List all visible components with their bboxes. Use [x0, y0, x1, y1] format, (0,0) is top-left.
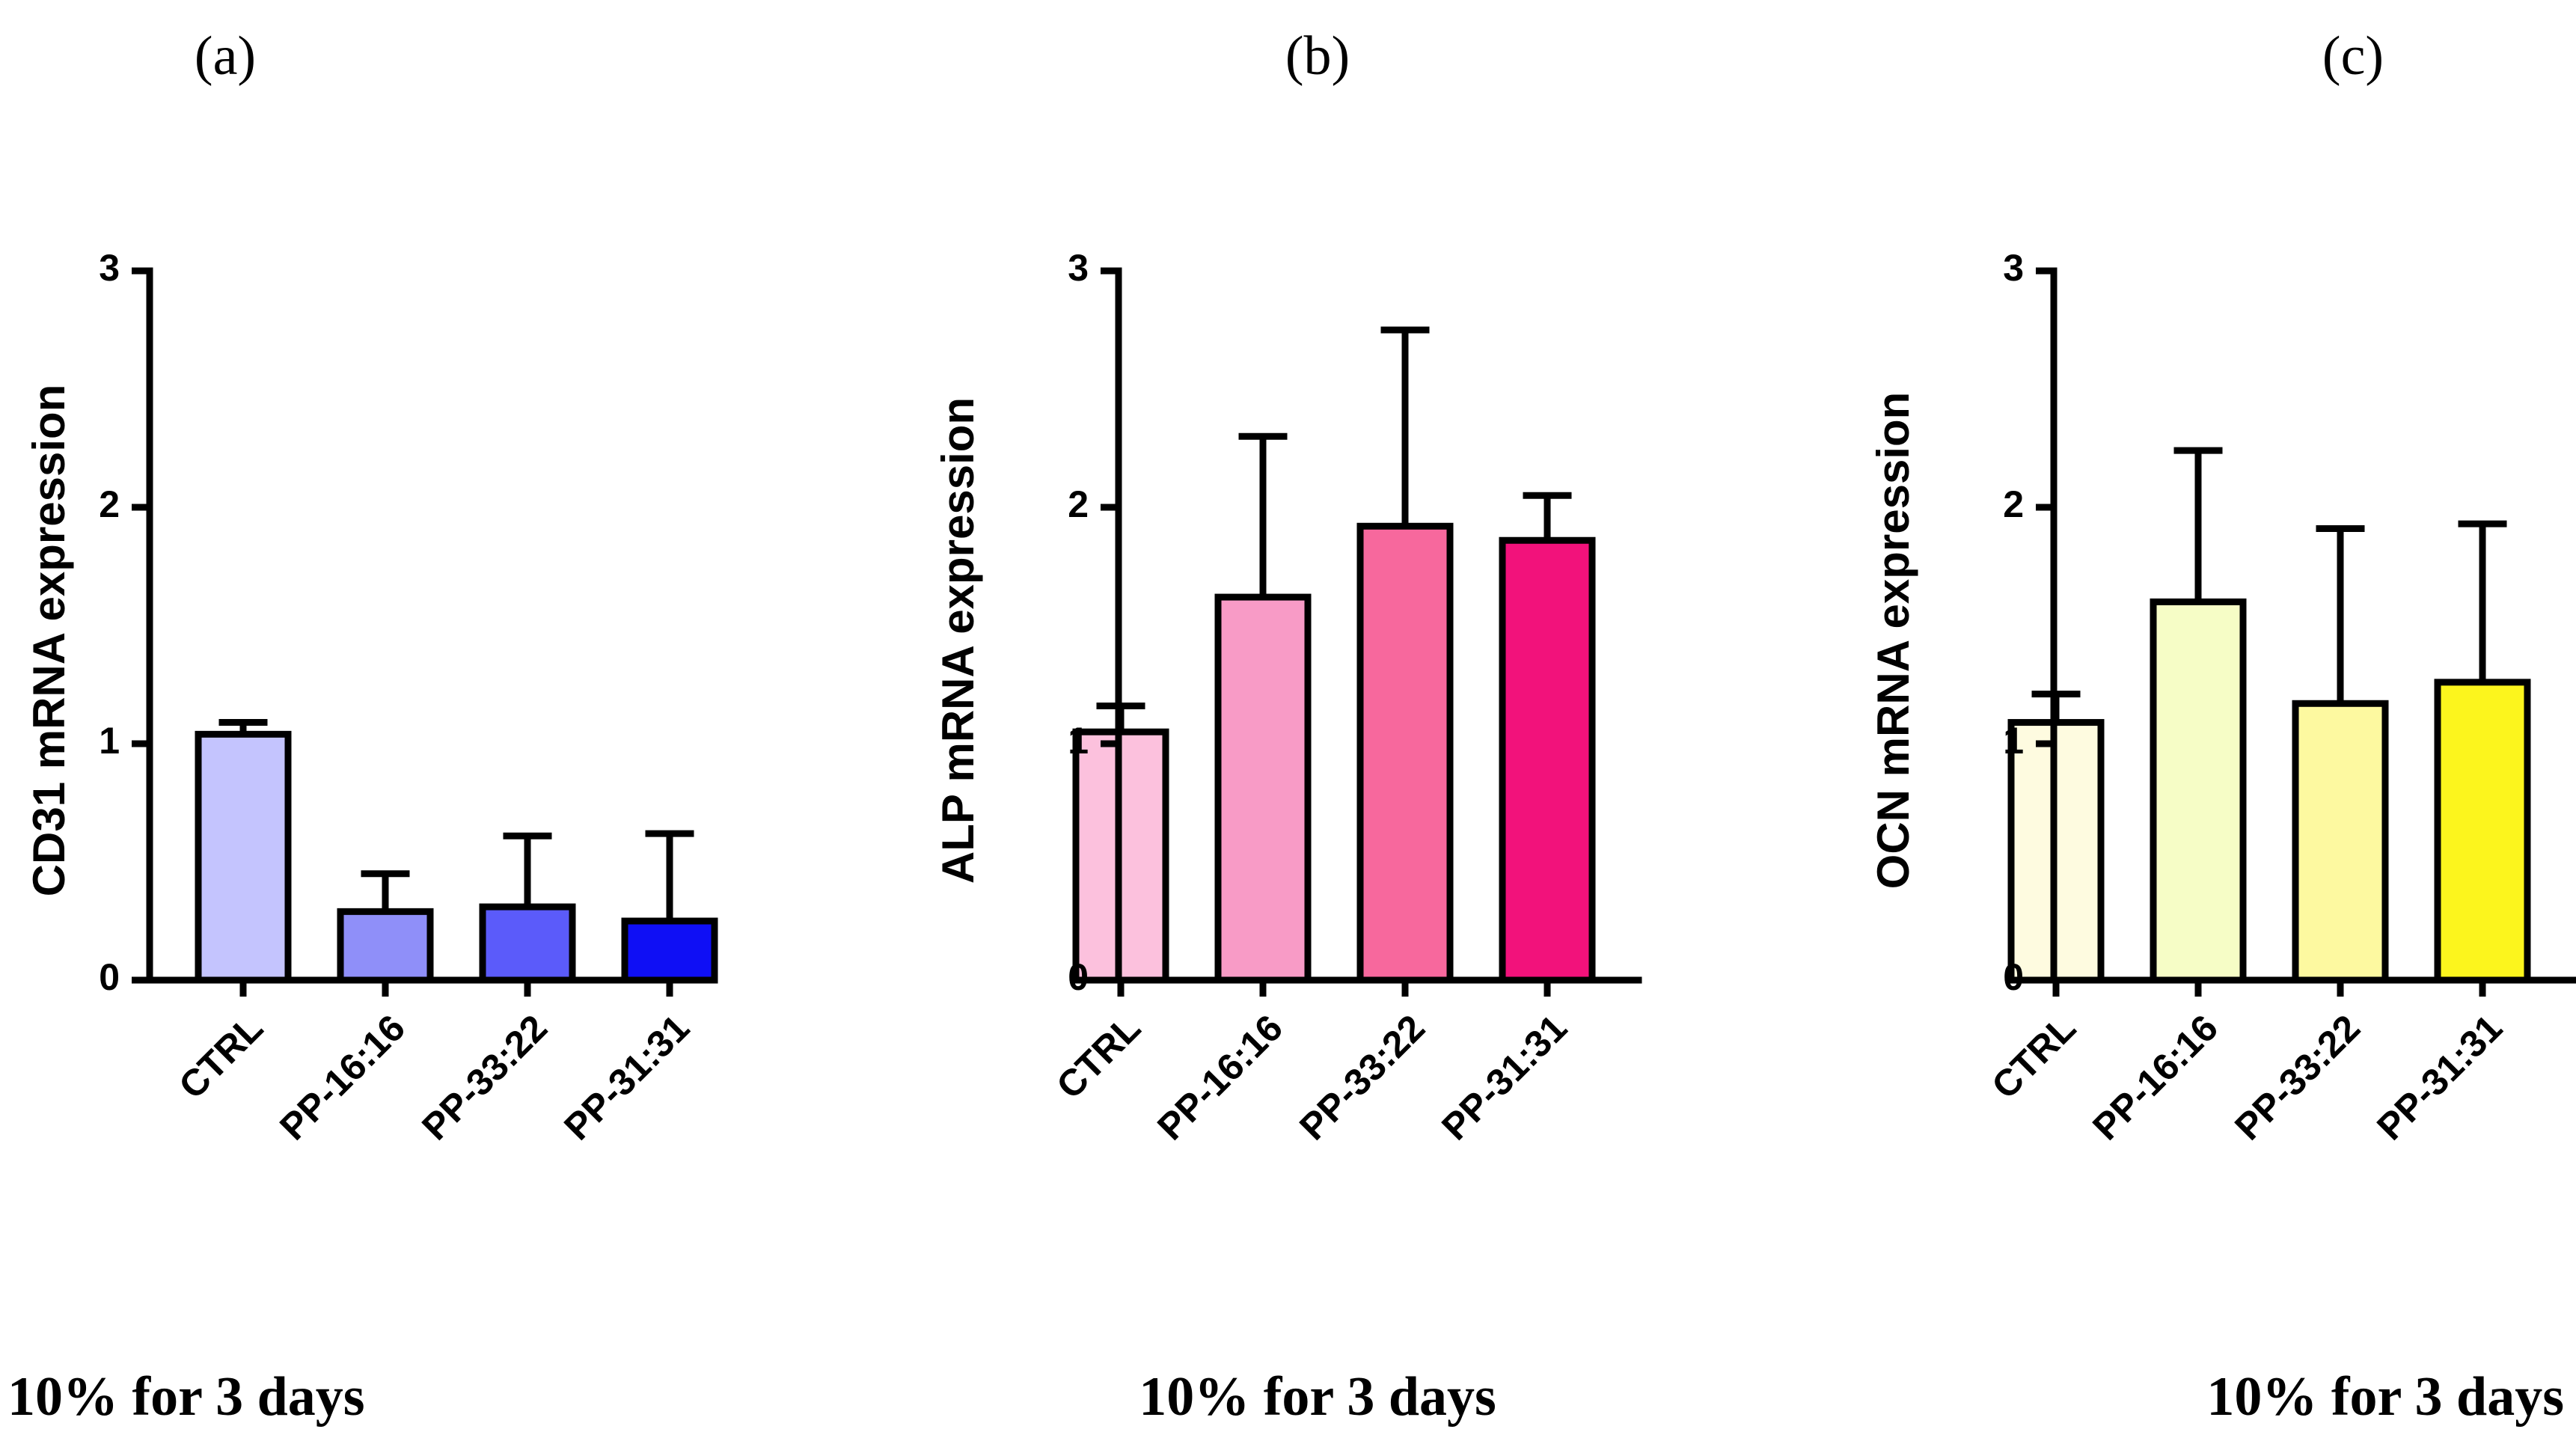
chart-cd31: CTRL PP-16:16 PP-33:22 PP-31:31 0 1 2 3 CD31 mRN…: [24, 247, 718, 1148]
y-axis-label: CD31 mRNA expression: [24, 385, 74, 897]
y-tick-label: 3: [99, 247, 120, 289]
chart-ocn: CTRL PP-16:16 PP-33:22 PP-31:31 0 1 2 3 OCN mRNA…: [1868, 247, 2576, 1148]
bar: [2434, 679, 2531, 984]
y-tick-label: 1: [2003, 720, 2024, 762]
bar: [1214, 593, 1312, 984]
bar: [195, 730, 292, 984]
category-label: PP-33:22: [2227, 1007, 2368, 1148]
caption-c: 10% for 3 days: [2206, 1366, 2564, 1428]
caption-b: 10% for 3 days: [1139, 1366, 1496, 1428]
category-label: PP-16:16: [2084, 1007, 2226, 1148]
y-axis-label: ALP mRNA expression: [933, 397, 983, 884]
category-label: PP-31:31: [2369, 1007, 2510, 1148]
panel-letter-c: (c): [2322, 25, 2384, 87]
y-tick-label: 2: [1068, 483, 1089, 525]
category-label: PP-16:16: [1149, 1007, 1291, 1148]
chart-alp: CTRL PP-16:16 PP-33:22 PP-31:31 0 1 2 3 ALP mRNA…: [933, 247, 1642, 1148]
category-label: PP-33:22: [414, 1007, 555, 1148]
bar: [2150, 598, 2247, 984]
category-label: PP-31:31: [556, 1007, 697, 1148]
y-tick-label: 3: [1068, 247, 1089, 289]
category-label: PP-33:22: [1291, 1007, 1433, 1148]
y-axis-label: OCN mRNA expression: [1868, 392, 1918, 890]
y-tick-label: 0: [1068, 956, 1089, 998]
panel-letter-b: (b): [1285, 25, 1350, 87]
bar: [621, 917, 718, 984]
category-label: PP-31:31: [1434, 1007, 1575, 1148]
bar: [1356, 522, 1454, 984]
category-label: CTRL: [1983, 1007, 2084, 1107]
y-tick-label: 0: [99, 956, 120, 998]
y-tick-label: 3: [2003, 247, 2024, 289]
panel-letter-a: (a): [195, 25, 256, 87]
bar: [479, 903, 576, 984]
y-tick-label: 2: [2003, 483, 2024, 525]
bar: [2292, 700, 2389, 984]
y-tick-label: 1: [99, 720, 120, 762]
category-label: PP-16:16: [272, 1007, 413, 1148]
caption-a: 10% for 3 days: [7, 1366, 365, 1428]
y-tick-label: 2: [99, 483, 120, 525]
y-tick-label: 0: [2003, 956, 2024, 998]
y-tick-label: 1: [1068, 720, 1089, 762]
bar: [337, 908, 434, 984]
bar: [1499, 536, 1596, 984]
category-label: CTRL: [1048, 1007, 1148, 1107]
category-label: CTRL: [171, 1007, 271, 1107]
